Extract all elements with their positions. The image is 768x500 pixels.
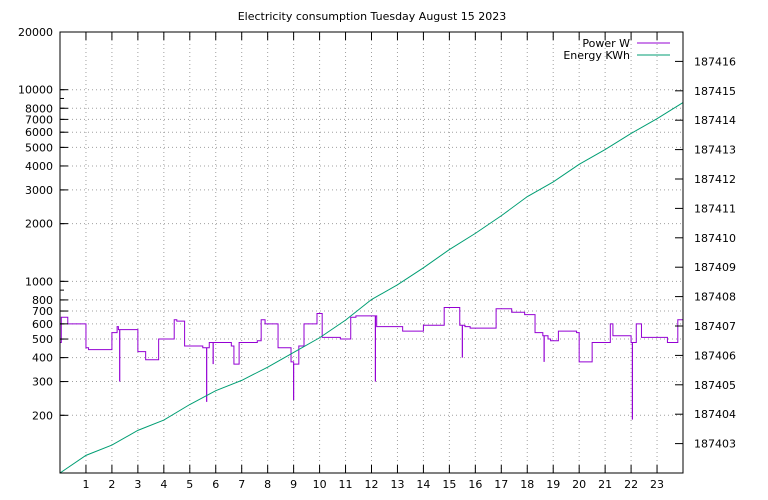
x-tick-label-3: 4: [160, 478, 167, 491]
y2-axis-ticks: 187403 187404 187405 187406 187407 187408 1874…: [675, 55, 736, 451]
y2-tick-label-6: 187409: [694, 261, 736, 274]
y-tick-label-12: 6000: [25, 126, 53, 139]
y-tick-label-9: 3000: [25, 184, 53, 197]
y2-tick-label-3: 187406: [694, 349, 736, 362]
x-tick-label-21: 22: [624, 478, 638, 491]
x-tick-label-18: 19: [546, 478, 560, 491]
y-tick-label-0: 200: [32, 409, 53, 422]
legend-label-power: Power W: [582, 37, 630, 50]
y-tick-label-15: 10000: [18, 84, 53, 97]
x-tick-label-20: 21: [598, 478, 612, 491]
y-tick-label-6: 800: [32, 294, 53, 307]
y2-tick-label-11: 187414: [694, 114, 736, 127]
legend-label-energy: Energy KWh: [563, 49, 630, 62]
chart-title: Electricity consumption Tuesday August 1…: [238, 10, 507, 23]
y2-tick-label-8: 187411: [694, 202, 736, 215]
y2-tick-label-10: 187413: [694, 144, 736, 157]
x-tick-label-15: 16: [468, 478, 482, 491]
x-tick-label-16: 17: [494, 478, 508, 491]
y-tick-label-4: 600: [32, 318, 53, 331]
y-tick-label-13: 7000: [25, 113, 53, 126]
y2-tick-label-5: 187408: [694, 291, 736, 304]
y2-tick-label-1: 187404: [694, 408, 736, 421]
x-tick-label-1: 2: [108, 478, 115, 491]
y-tick-label-1: 300: [32, 376, 53, 389]
y-tick-label-14: 8000: [25, 102, 53, 115]
x-tick-label-10: 11: [339, 478, 353, 491]
y-tick-label-8: 2000: [25, 218, 53, 231]
y-tick-label-11: 5000: [25, 141, 53, 154]
plot-series: [59, 102, 684, 474]
y2-tick-label-2: 187405: [694, 379, 736, 392]
x-tick-label-7: 8: [264, 478, 271, 491]
x-tick-label-2: 3: [134, 478, 141, 491]
x-tick-label-19: 20: [572, 478, 586, 491]
y2-tick-label-0: 187403: [694, 438, 736, 451]
y-tick-label-7: 1000: [25, 275, 53, 288]
x-tick-label-13: 14: [416, 478, 430, 491]
x-tick-label-0: 1: [82, 478, 89, 491]
y-tick-label-16: 20000: [18, 26, 53, 39]
x-tick-label-12: 13: [390, 478, 404, 491]
legend: Power W Energy KWh: [563, 37, 670, 62]
x-tick-label-14: 15: [442, 478, 456, 491]
x-tick-label-22: 23: [650, 478, 664, 491]
y-tick-label-2: 400: [32, 352, 53, 365]
y-tick-label-3: 500: [32, 333, 53, 346]
y-tick-label-5: 700: [32, 305, 53, 318]
x-tick-label-11: 12: [365, 478, 379, 491]
y2-tick-label-4: 187407: [694, 320, 736, 333]
x-tick-label-17: 18: [520, 478, 534, 491]
y-tick-label-10: 4000: [25, 160, 53, 173]
y2-tick-label-7: 187410: [694, 232, 736, 245]
x-tick-label-9: 10: [313, 478, 327, 491]
x-axis-ticks: 1 2 3 4 5 6 7 8 9 10 11 12 13 14 15 16 17 18 19 20 21 22 23: [82, 32, 664, 491]
y2-tick-label-12: 187415: [694, 85, 736, 98]
x-tick-label-6: 7: [238, 478, 245, 491]
x-tick-label-8: 9: [290, 478, 297, 491]
series-line-1: [59, 102, 684, 474]
x-tick-label-4: 5: [186, 478, 193, 491]
y2-tick-label-9: 187412: [694, 173, 736, 186]
y2-tick-label-13: 187416: [694, 55, 736, 68]
x-tick-label-5: 6: [212, 478, 219, 491]
series-line-0: [60, 307, 683, 365]
grid: [60, 32, 683, 473]
